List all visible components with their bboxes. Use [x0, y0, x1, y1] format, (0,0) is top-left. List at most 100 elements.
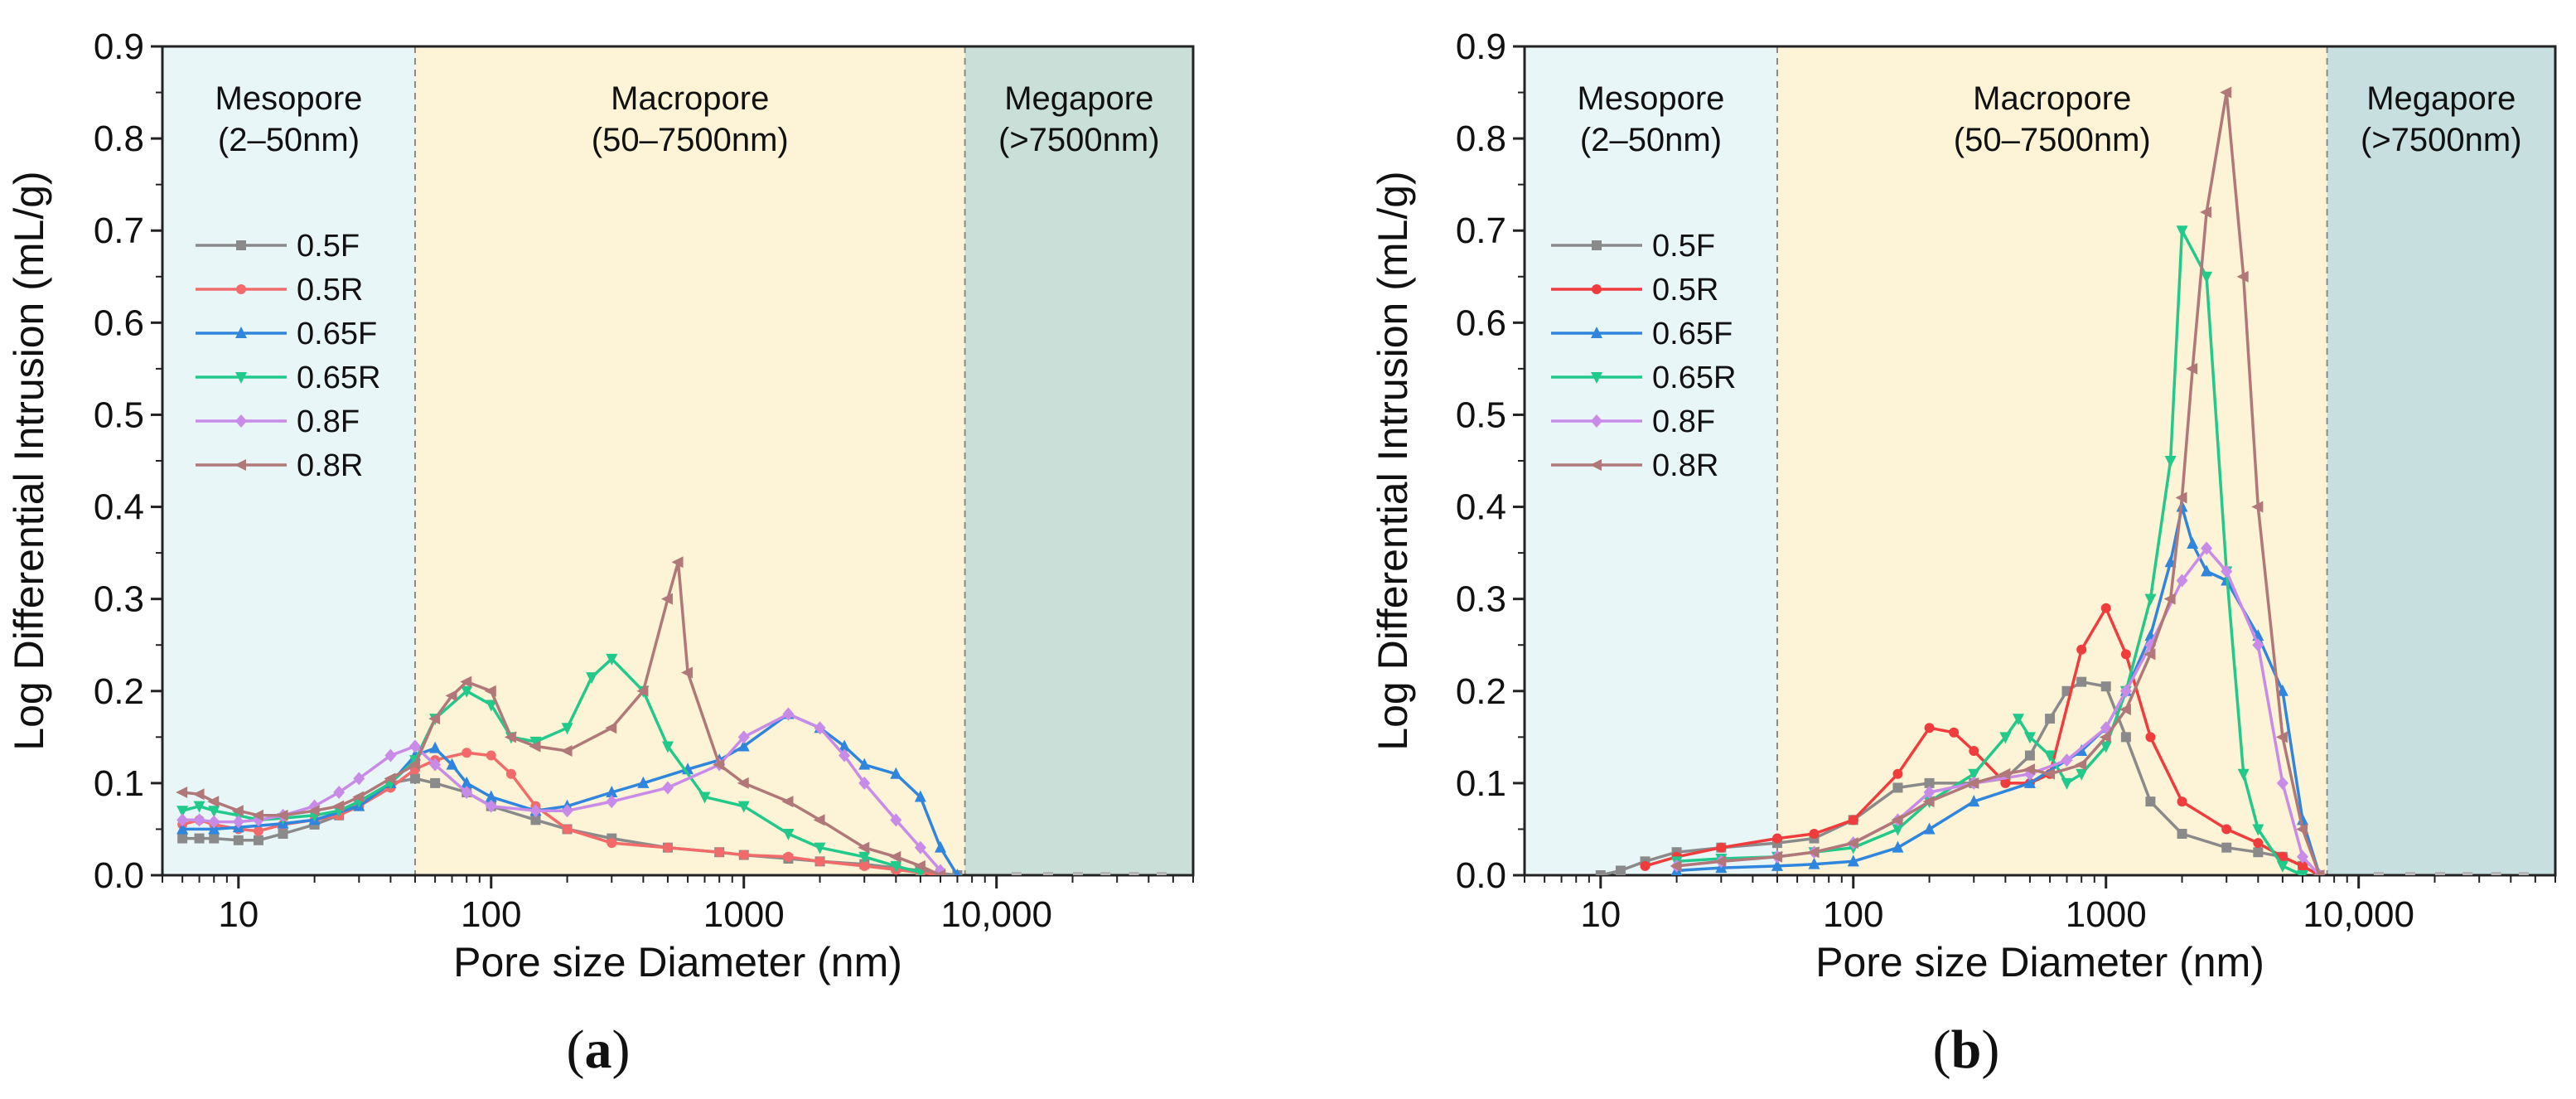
legend-label-0.8F: 0.8F	[297, 404, 360, 439]
region-label-mesopore: Mesopore	[215, 80, 363, 117]
data-point-0.5F	[430, 777, 441, 788]
x-tick-label: 1000	[2066, 894, 2147, 935]
data-point-0.8F	[353, 772, 365, 786]
data-point-0.8F	[1923, 786, 1936, 799]
data-point-0.8F	[485, 799, 497, 813]
data-point-0.5R	[738, 850, 749, 860]
data-point-0.8R	[192, 788, 205, 801]
data-point-0.65F	[176, 822, 189, 835]
data-point-0.8R	[636, 685, 649, 697]
y-tick-label: 0.3	[1456, 579, 1506, 620]
y-axis-label: Log Differential Intrusion (mL/g)	[6, 171, 52, 750]
legend-label-0.65F: 0.65F	[297, 317, 377, 351]
data-point-0.5F	[2100, 681, 2111, 692]
panel-label-open: (	[1933, 1019, 1951, 1080]
data-point-0.8R	[2186, 362, 2198, 375]
data-point-0.65R	[1999, 732, 2012, 744]
region-range-macropore: (50–7500nm)	[592, 122, 789, 158]
x-axis-label: Pore size Diameter (nm)	[1815, 939, 2264, 985]
data-point-0.65R	[2237, 768, 2250, 781]
data-point-0.8F	[606, 795, 618, 809]
legend-marker-0.8F	[235, 414, 247, 428]
data-point-0.5F	[1615, 865, 1626, 875]
x-axis-label: Pore size Diameter (nm)	[453, 939, 902, 985]
data-point-0.65F	[1968, 795, 1980, 807]
data-point-0.65F	[2023, 776, 2036, 788]
data-point-0.8F	[661, 781, 674, 795]
data-point-0.5R	[2277, 851, 2288, 862]
legend-label-0.8F: 0.8F	[1652, 404, 1715, 439]
region-range-mesopore: (2–50nm)	[1580, 122, 1722, 158]
data-point-0.65R	[1892, 824, 1904, 836]
legend-marker-0.8R	[1590, 459, 1602, 471]
data-point-0.5F	[2024, 750, 2035, 761]
data-point-0.8R	[428, 713, 441, 725]
data-point-0.5F	[2076, 676, 2087, 687]
legend-label-0.8R: 0.8R	[297, 448, 363, 483]
panel-label: (a)	[567, 1019, 631, 1080]
legend-label-0.5F: 0.5F	[1652, 229, 1715, 264]
data-point-0.8R	[504, 731, 516, 743]
legend-label-0.65R: 0.65R	[297, 361, 380, 395]
data-point-0.65F	[2076, 744, 2088, 756]
panel-label: (b)	[1933, 1019, 2000, 1080]
data-point-0.5F	[2045, 714, 2056, 724]
legend-marker-0.5F	[1592, 240, 1602, 250]
data-point-0.65R	[2076, 768, 2088, 781]
data-point-0.8R	[934, 869, 946, 875]
data-point-0.65R	[2164, 456, 2177, 467]
data-point-0.8F	[461, 786, 473, 799]
data-point-0.65F	[935, 840, 947, 853]
data-point-0.65F	[606, 786, 618, 797]
data-point-0.8F	[858, 776, 871, 790]
data-point-0.65F	[1892, 840, 1904, 853]
data-point-0.5R	[2076, 644, 2087, 655]
data-point-0.5F	[2177, 829, 2187, 839]
data-point-0.8R	[671, 556, 684, 569]
baseline-marker	[2404, 872, 2415, 875]
baseline-marker	[1011, 872, 1022, 875]
baseline-marker	[1129, 872, 1139, 875]
data-point-0.8R	[1846, 837, 1858, 850]
data-point-0.5R	[462, 748, 472, 758]
data-point-0.8R	[2296, 823, 2308, 835]
data-point-0.5R	[607, 838, 617, 849]
data-point-0.8R	[2163, 593, 2176, 605]
region-mesopore	[162, 46, 415, 875]
y-tick-label: 0.0	[94, 855, 144, 896]
data-point-0.5F	[1595, 870, 1606, 875]
data-point-0.8F	[782, 707, 795, 721]
data-point-0.8F	[193, 813, 205, 827]
data-point-0.8R	[384, 772, 396, 785]
data-point-0.8R	[307, 805, 320, 817]
y-tick-label: 0.6	[94, 303, 144, 343]
data-point-0.5R	[1809, 829, 1820, 839]
data-point-0.65F	[2276, 684, 2288, 696]
data-point-0.5R	[1969, 746, 1979, 756]
data-point-0.65R	[1968, 768, 1980, 781]
data-point-0.8R	[713, 758, 725, 771]
legend-label-0.5R: 0.5R	[297, 273, 363, 307]
data-point-0.8R	[231, 805, 244, 817]
data-point-0.8R	[207, 796, 220, 808]
baseline-marker	[1156, 872, 1167, 875]
data-point-0.8R	[605, 722, 617, 734]
data-point-0.8R	[1922, 796, 1935, 808]
data-point-0.5R	[783, 851, 794, 862]
baseline-marker	[2462, 872, 2473, 875]
region-label-macropore: Macropore	[611, 80, 769, 117]
data-point-0.8R	[2275, 731, 2288, 743]
data-point-0.8R	[2119, 704, 2131, 715]
data-point-0.8R	[1998, 767, 2011, 780]
data-point-0.65R	[782, 829, 795, 840]
data-point-0.8R	[332, 800, 345, 812]
data-point-0.8F	[2201, 541, 2213, 555]
data-point-0.65F	[737, 739, 750, 752]
data-point-0.65R	[2176, 225, 2188, 238]
region-label-mesopore: Mesopore	[1578, 80, 1725, 117]
data-point-0.8R	[858, 841, 870, 854]
data-point-0.65R	[461, 685, 473, 698]
data-point-0.65F	[637, 776, 650, 788]
data-point-0.5R	[505, 768, 516, 779]
data-point-0.8F	[408, 739, 421, 753]
